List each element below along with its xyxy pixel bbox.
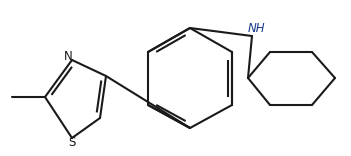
- Text: S: S: [68, 136, 76, 149]
- Text: NH: NH: [248, 22, 266, 34]
- Text: N: N: [64, 49, 72, 63]
